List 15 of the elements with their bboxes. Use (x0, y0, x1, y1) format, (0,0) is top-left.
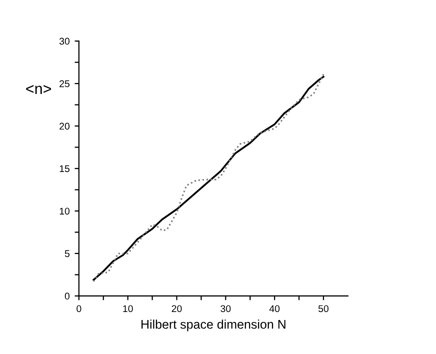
y-tick-label: 30 (59, 38, 70, 45)
y-tick-label: 10 (60, 208, 70, 215)
y-tick-label: 5 (64, 250, 70, 258)
x-tick-label: 30 (220, 305, 231, 312)
x-tick-label: 0 (76, 305, 82, 312)
x-tick-label: 10 (123, 305, 133, 312)
x-axis-title: Hilbert space dimension N (142, 320, 286, 332)
y-tick-label: 15 (60, 165, 70, 172)
x-tick-label: 20 (172, 305, 182, 312)
y-tick-label: 0 (64, 292, 70, 300)
y-axis-title: <n> (26, 85, 51, 94)
y-tick-label: 20 (60, 122, 70, 130)
x-tick-label: 40 (269, 305, 280, 312)
y-tick-label: 25 (60, 80, 70, 88)
x-tick-label: 50 (318, 305, 328, 312)
